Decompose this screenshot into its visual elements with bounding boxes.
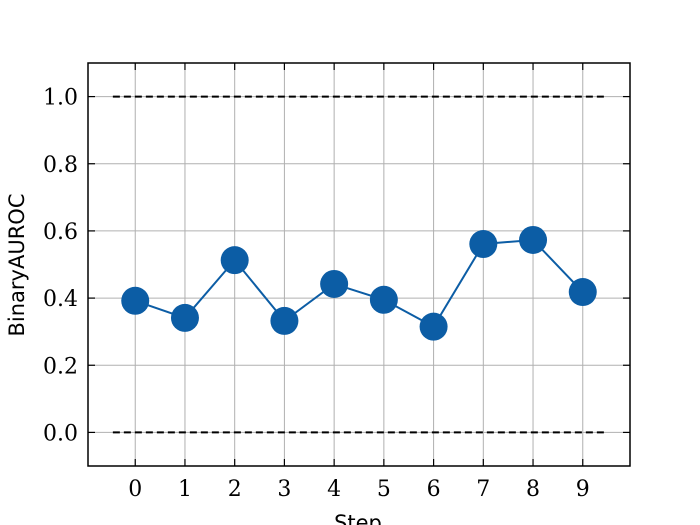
data-point xyxy=(519,225,548,254)
x-axis-label: Step xyxy=(334,511,382,525)
x-tick-label: 2 xyxy=(228,477,242,502)
plot-frame xyxy=(87,62,631,467)
data-point xyxy=(220,246,249,275)
y-axis-label: BinaryAUROC xyxy=(5,193,29,336)
data-line xyxy=(134,238,584,328)
data-point xyxy=(121,286,150,315)
x-tick-label: 9 xyxy=(576,477,590,502)
x-tick-label: 0 xyxy=(128,477,142,502)
x-tick-label: 5 xyxy=(377,477,391,502)
x-tick-label: 3 xyxy=(277,477,291,502)
x-tick-label: 8 xyxy=(526,477,540,502)
y-tick-label: 0.0 xyxy=(43,421,78,446)
x-tick-label: 4 xyxy=(327,477,341,502)
data-point xyxy=(170,303,199,332)
data-point xyxy=(419,312,448,341)
y-tick-label: 1.0 xyxy=(43,86,78,111)
y-tick-label: 0.6 xyxy=(43,220,78,245)
y-tick-label: 0.2 xyxy=(43,354,78,379)
data-point xyxy=(369,285,398,314)
x-tick-label: 1 xyxy=(178,477,192,502)
x-tick-label: 7 xyxy=(476,477,490,502)
data-point xyxy=(320,269,349,298)
x-tick-label: 6 xyxy=(427,477,441,502)
y-tick-label: 0.4 xyxy=(43,287,78,312)
data-point xyxy=(568,278,597,307)
data-point xyxy=(469,230,498,259)
data-point xyxy=(270,306,299,335)
y-tick-label: 0.8 xyxy=(43,153,78,178)
